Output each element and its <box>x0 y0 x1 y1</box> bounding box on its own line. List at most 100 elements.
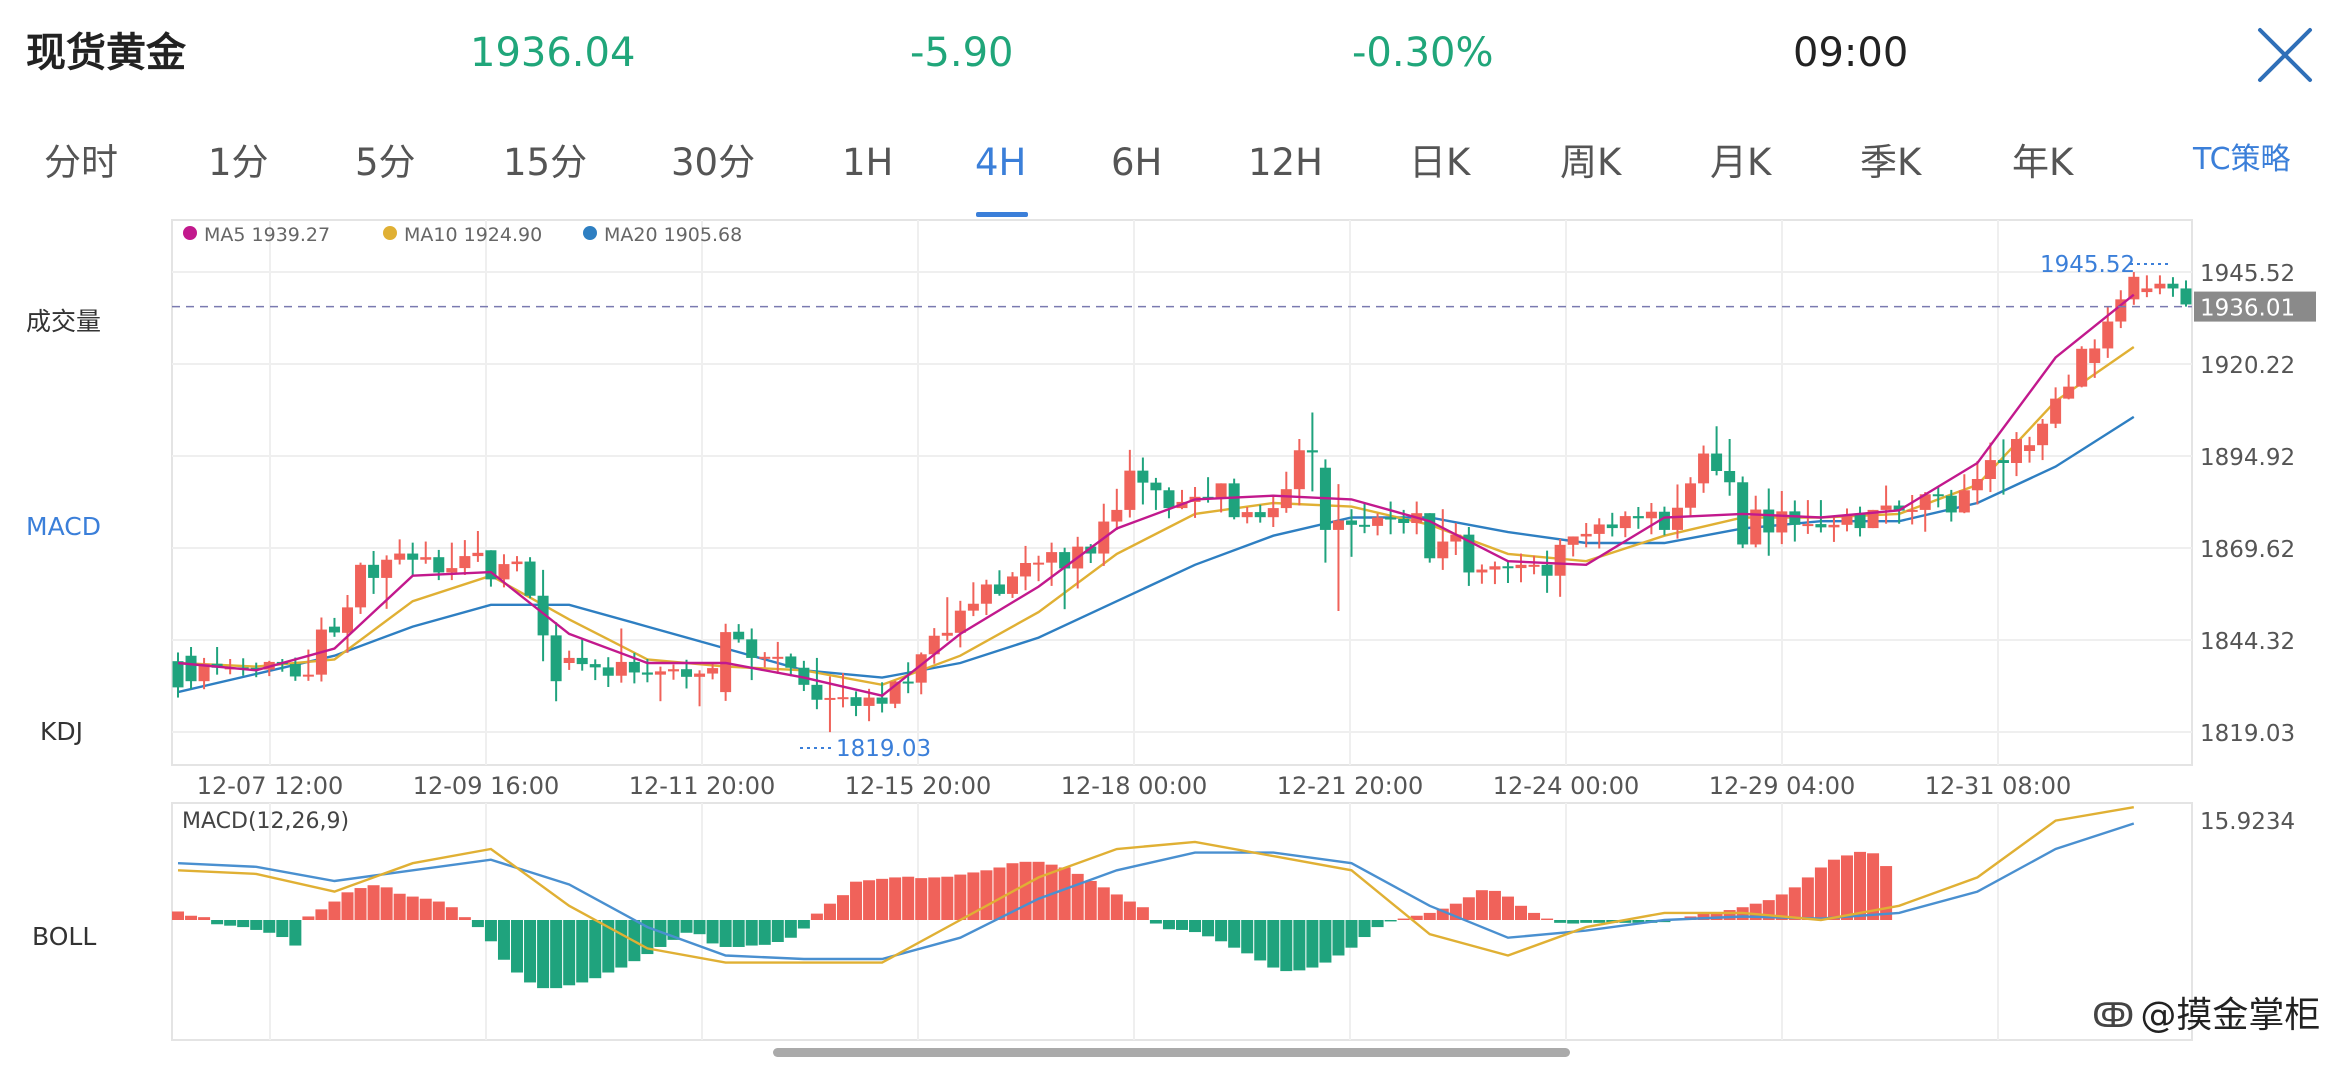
watermark: ↂ @摸金掌柜 <box>2092 993 2320 1039</box>
macd-histogram-bar <box>1814 867 1827 920</box>
candle-body <box>980 584 992 604</box>
macd-histogram-bar <box>484 920 497 942</box>
tc-strategy-button[interactable]: TC策略 <box>2193 142 2291 177</box>
macd-histogram-bar <box>797 920 810 929</box>
tab-5min[interactable]: 5分 <box>355 141 416 184</box>
candle-body <box>850 697 862 706</box>
tab-weekly[interactable]: 周K <box>1560 141 1622 184</box>
candle-body <box>2063 386 2075 399</box>
macd-histogram-bar <box>928 877 941 920</box>
macd-histogram-bar <box>615 920 628 968</box>
tab-12h[interactable]: 12H <box>1248 141 1323 184</box>
macd-histogram-bar <box>172 911 184 920</box>
candle-body <box>524 561 536 596</box>
x-tick-label: 12-11 20:00 <box>629 772 776 800</box>
macd-histogram-bar <box>471 920 484 928</box>
candle-body <box>876 697 888 704</box>
macd-histogram-bar <box>876 878 889 920</box>
macd-histogram-bar <box>758 920 771 945</box>
macd-histogram-bar <box>445 907 458 920</box>
y-tick-label: 1869.62 <box>2200 537 2295 563</box>
macd-histogram-bar <box>289 920 302 946</box>
candle-body <box>733 631 745 640</box>
candle-body <box>576 657 588 665</box>
candle-body <box>759 656 771 659</box>
candle-body <box>1163 490 1175 509</box>
candle-body <box>2141 288 2153 293</box>
candle-body <box>1645 511 1657 519</box>
macd-histogram-bar <box>328 901 341 920</box>
macd-histogram-bar <box>1554 920 1567 923</box>
candle-body <box>602 667 614 676</box>
candle-body <box>1059 552 1071 569</box>
candle-body <box>1606 524 1618 529</box>
candle-body <box>1385 517 1397 520</box>
candle-body <box>1789 511 1801 525</box>
macd-histogram-bar <box>850 881 863 920</box>
tab-1min[interactable]: 1分 <box>208 141 269 184</box>
macd-histogram-bar <box>902 876 915 920</box>
indicator-macd[interactable]: MACD <box>26 512 101 541</box>
macd-title: MACD(12,26,9) <box>182 809 349 834</box>
macd-histogram-bar <box>680 920 693 933</box>
macd-histogram-bar <box>1162 920 1175 930</box>
candle-body <box>1541 564 1553 576</box>
candle-body <box>954 610 966 633</box>
tab-1h[interactable]: 1H <box>842 141 894 184</box>
tab-15min[interactable]: 15分 <box>503 141 588 184</box>
candle-body <box>498 564 510 580</box>
legend-label: MA10 1924.90 <box>404 224 542 246</box>
legend-marker <box>183 226 197 240</box>
tab-4h[interactable]: 4H <box>975 141 1027 184</box>
indicator-kdj[interactable]: KDJ <box>40 717 84 746</box>
close-icon[interactable] <box>2250 20 2320 90</box>
candle-body <box>1124 470 1136 510</box>
macd-histogram-bar <box>954 874 967 920</box>
indicator-boll[interactable]: BOLL <box>32 922 97 951</box>
candle-body <box>1945 495 1957 513</box>
tab-quarterly[interactable]: 季K <box>1860 141 1922 184</box>
macd-histogram-bar <box>732 920 745 947</box>
x-tick-label: 12-18 00:00 <box>1061 772 1208 800</box>
candle-body <box>863 697 875 706</box>
macd-histogram-bar <box>1423 912 1436 920</box>
macd-histogram-bar <box>185 915 198 920</box>
candle-body <box>615 661 627 676</box>
weibo-icon: ↂ <box>2092 996 2135 1036</box>
macd-histogram-bar <box>1097 887 1110 920</box>
macd-histogram-bar <box>1280 920 1293 972</box>
indicator-volume[interactable]: 成交量 <box>26 307 102 336</box>
candle-body <box>1033 562 1045 565</box>
active-tab-indicator <box>976 212 1028 217</box>
candle-body <box>1280 489 1292 509</box>
tab-daily[interactable]: 日K <box>1409 141 1471 184</box>
current-price-label: 1936.01 <box>2200 296 2295 322</box>
candle-body <box>1671 507 1683 530</box>
macd-histogram-bar <box>993 867 1006 920</box>
candle-body <box>302 674 314 677</box>
macd-histogram-bar <box>419 898 432 920</box>
macd-histogram-bar <box>1215 920 1228 942</box>
candle-body <box>2180 288 2192 305</box>
candle-body <box>589 664 601 668</box>
home-indicator[interactable] <box>773 1048 1570 1057</box>
tab-30min[interactable]: 30分 <box>671 141 756 184</box>
candle-body <box>1554 544 1566 576</box>
low-price-label: 1819.03 <box>836 736 931 762</box>
macd-histogram-bar <box>198 917 211 920</box>
candle-body <box>1085 546 1097 554</box>
macd-histogram-bar <box>263 920 276 933</box>
candle-body <box>446 568 458 573</box>
macd-histogram-bar <box>1541 918 1554 920</box>
candle-body <box>889 681 901 704</box>
tab-yearly[interactable]: 年K <box>2012 141 2074 184</box>
tab-6h[interactable]: 6H <box>1111 141 1163 184</box>
y-tick-label: 1894.92 <box>2200 445 2295 471</box>
tab-monthly[interactable]: 月K <box>1710 141 1772 184</box>
macd-histogram-bar <box>406 896 419 920</box>
macd-histogram-bar <box>1293 920 1306 971</box>
macd-histogram-bar <box>1058 867 1071 920</box>
tab-timeshare[interactable]: 分时 <box>44 141 118 184</box>
watermark-text: @摸金掌柜 <box>2140 995 2321 1036</box>
